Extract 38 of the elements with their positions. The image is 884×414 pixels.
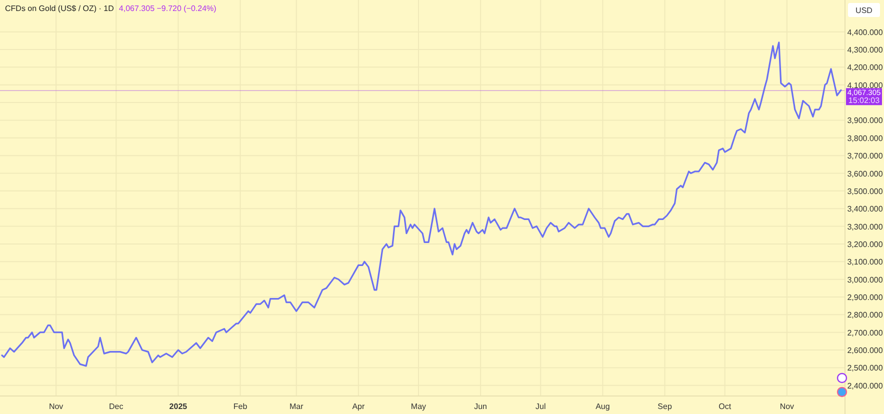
- y-axis-title: USD: [856, 6, 873, 15]
- y-tick-label: 2,600.000: [847, 346, 884, 356]
- y-tick-label: 3,100.000: [847, 258, 884, 267]
- text: 4,067.305 −9.720 (−0.24%): [118, 4, 217, 13]
- y-tick-label: 3,900.000: [847, 116, 884, 126]
- y-tick-label: 3,200.000: [847, 240, 884, 249]
- x-tick-label: Jul: [536, 402, 546, 411]
- line-series: [1, 42, 842, 367]
- x-tick-label: Nov: [48, 402, 64, 411]
- y-tick-label: 2,400.000: [847, 381, 884, 390]
- x-tick-label: Nov: [780, 402, 794, 411]
- y-tick-label: 3,500.000: [847, 186, 884, 196]
- x-tick-label: Feb: [233, 402, 248, 411]
- y-tick-label: 2,500.000: [847, 364, 884, 373]
- y-tick-label: 3,400.000: [847, 204, 884, 214]
- x-tick-label: Sep: [658, 402, 672, 411]
- y-tick-label: 4,400.000: [847, 28, 884, 37]
- y-tick-label: 2,800.000: [847, 310, 884, 320]
- y-tick-label: 3,300.000: [847, 222, 884, 232]
- y-tick-label: 3,000.000: [847, 275, 884, 284]
- x-tick-label: 2025: [169, 402, 188, 411]
- x-tick-label: May: [410, 402, 426, 411]
- x-tick-label: Apr: [352, 402, 365, 411]
- x-tick-label: Jun: [474, 402, 488, 411]
- text: CFDs on Gold (US$ / OZ) · 1D: [5, 4, 114, 13]
- x-tick-label: Aug: [596, 402, 610, 411]
- text: 15:02:03: [848, 96, 880, 106]
- x-tick-label: Mar: [289, 402, 304, 411]
- x-tick-label: Dec: [109, 402, 124, 411]
- y-tick-label: 3,600.000: [847, 169, 884, 178]
- y-tick-label: 4,300.000: [847, 46, 884, 54]
- x-tick-label: Oct: [718, 402, 732, 411]
- y-tick-label: 3,800.000: [847, 134, 884, 143]
- y-tick-label: 3,700.000: [847, 152, 884, 161]
- y-tick-label: 2,700.000: [847, 328, 884, 338]
- y-tick-label: 4,100.000: [847, 80, 884, 90]
- y-tick-label: 2,900.000: [847, 293, 884, 302]
- y-tick-label: 4,200.000: [847, 63, 884, 72]
